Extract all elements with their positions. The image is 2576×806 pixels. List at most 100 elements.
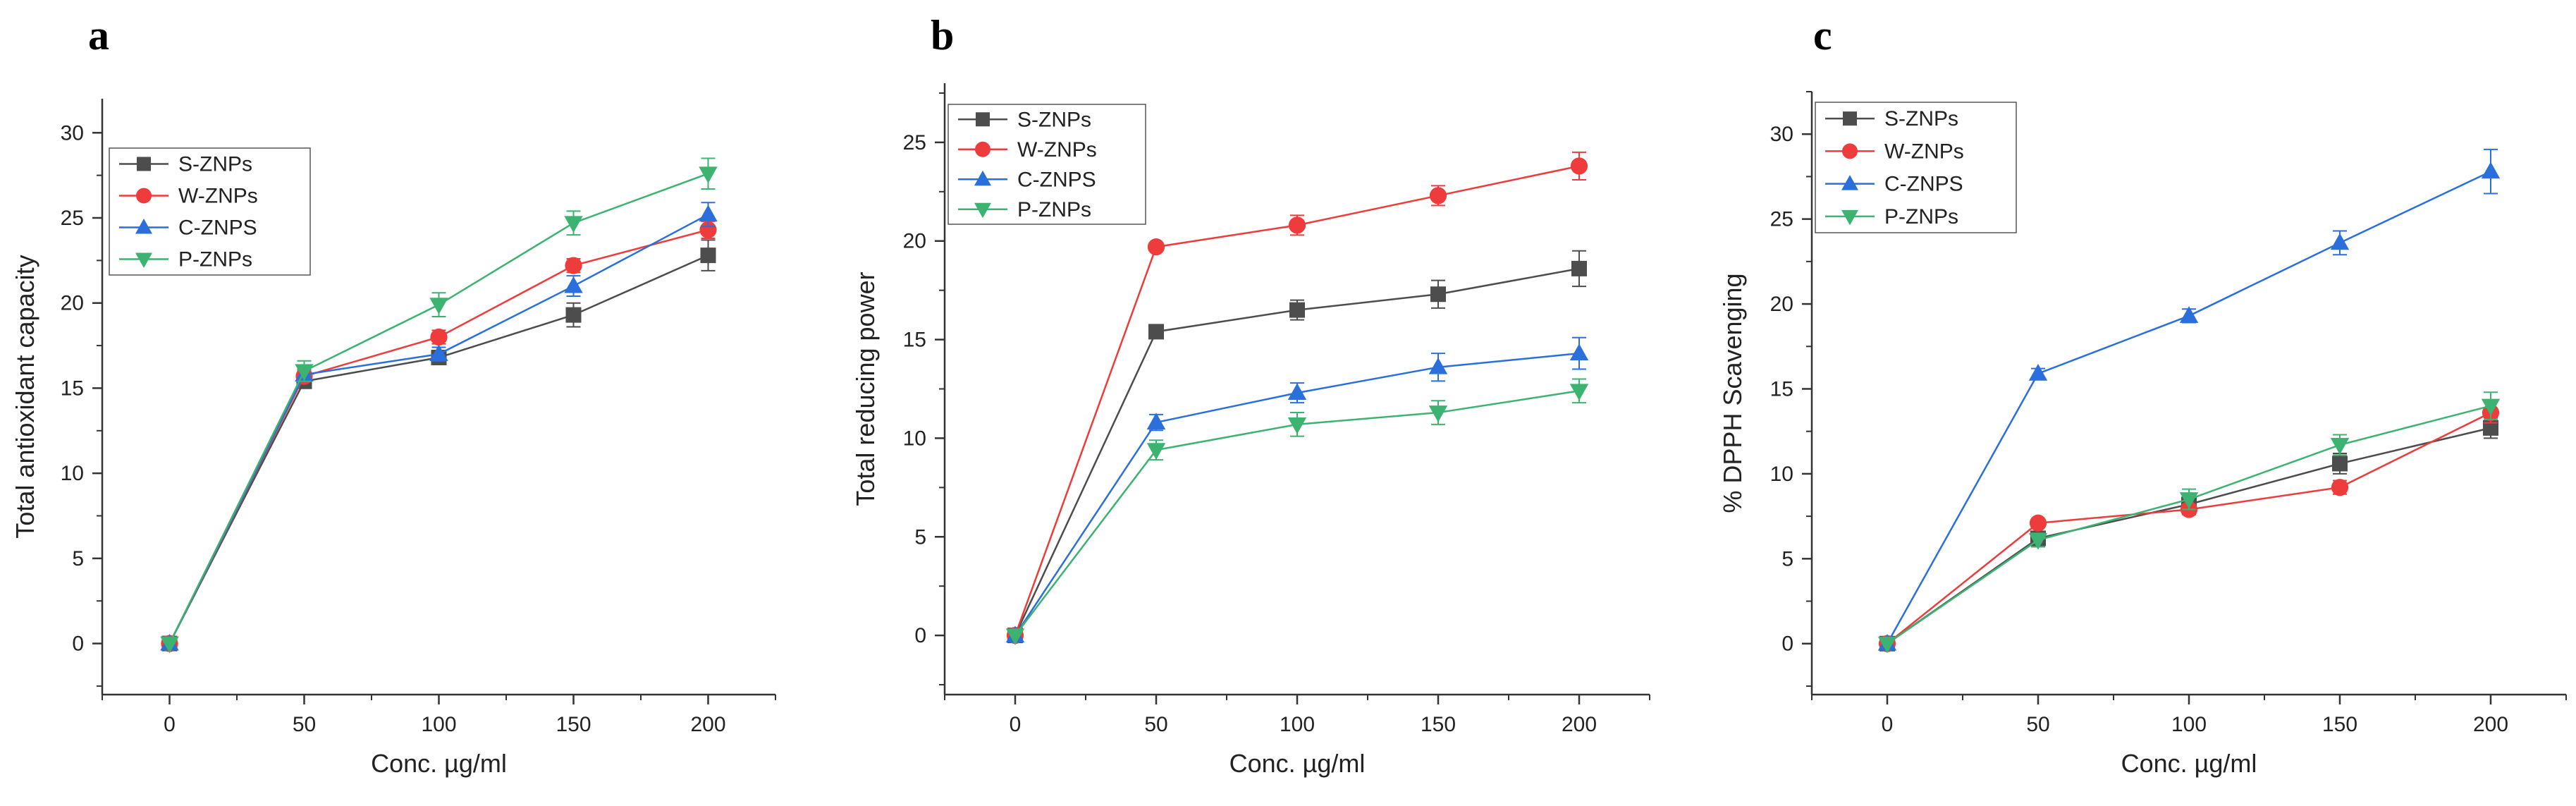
- legend-label: C-ZNPS: [1884, 173, 1963, 196]
- series-C-ZNPS: [1005, 336, 1589, 642]
- data-point: [565, 257, 582, 274]
- data-point: [2029, 514, 2047, 532]
- data-point: [1569, 384, 1589, 401]
- data-point: [2330, 438, 2350, 455]
- legend-marker: [974, 170, 991, 186]
- y-tick-label: 30: [61, 121, 84, 145]
- x-tick-label: 100: [421, 713, 456, 736]
- y-tick-label: 25: [61, 207, 84, 230]
- data-point: [1428, 405, 1448, 422]
- data-point: [1005, 628, 1025, 645]
- data-point: [699, 204, 718, 222]
- chart-panel-a: a 0 50 100 150 200 0 5 10 15 20 25 30 Conc. µg/ml Tota…: [11, 12, 776, 778]
- data-point: [1877, 636, 1897, 654]
- data-point: [1570, 157, 1588, 175]
- chart-panel-c: c 0 50 100 150 200 0 5 10 15 20 25 30 Conc. µg/ml % DP…: [1718, 12, 2567, 778]
- x-tick-label: 200: [2473, 713, 2508, 736]
- y-tick-label: 25: [1770, 208, 1793, 231]
- y-tick-label: 15: [1770, 377, 1793, 401]
- series-line: [1887, 412, 2491, 645]
- y-axis-title: % DPPH Scavenging: [1718, 273, 1747, 513]
- data-point: [1289, 302, 1305, 318]
- x-tick-label: 0: [1882, 713, 1894, 736]
- panel-letter: c: [1813, 12, 1832, 59]
- y-tick-label: 5: [1781, 547, 1793, 570]
- x-tick-label: 150: [556, 713, 591, 736]
- series-C-ZNPS: [1877, 148, 2501, 651]
- data-point: [699, 221, 717, 238]
- series-P-ZNPs: [1005, 378, 1589, 645]
- data-point: [1429, 187, 1447, 204]
- data-point: [1571, 260, 1587, 276]
- y-tick-label: 25: [903, 131, 926, 154]
- y-axis-title: Total reducing power: [851, 271, 880, 506]
- x-axis-title: Conc. µg/ml: [2121, 749, 2257, 778]
- data-point: [2483, 420, 2498, 436]
- data-point: [564, 216, 583, 233]
- y-axis-title: Total antioxidant capacity: [11, 255, 39, 538]
- data-point: [2028, 364, 2048, 381]
- data-point: [1146, 443, 1166, 460]
- y-tick-label: 0: [1781, 633, 1793, 656]
- x-tick-label: 0: [164, 713, 176, 736]
- legend-label: C-ZNPS: [1017, 168, 1096, 191]
- series-W-ZNPs: [1878, 401, 2500, 652]
- y-tick-label: 0: [72, 633, 84, 656]
- legend-marker: [1843, 111, 1857, 126]
- legend-label: C-ZNPS: [178, 216, 257, 240]
- panel-letter: b: [931, 12, 954, 59]
- legend-label: P-ZNPs: [1017, 198, 1091, 221]
- x-tick-label: 150: [2322, 713, 2357, 736]
- data-point: [2481, 161, 2501, 179]
- y-tick-label: 0: [914, 624, 926, 647]
- data-point: [564, 276, 583, 293]
- x-tick-label: 50: [293, 713, 316, 736]
- legend-label: S-ZNPs: [1884, 107, 1958, 130]
- y-tick-label: 10: [61, 462, 84, 485]
- data-point: [2330, 233, 2350, 250]
- data-point: [1146, 413, 1166, 429]
- y-tick-label: 10: [1770, 463, 1793, 486]
- series-S-ZNPs: [1879, 417, 2498, 652]
- x-axis-title: Conc. µg/ml: [371, 749, 507, 778]
- legend: S-ZNPs W-ZNPs C-ZNPS P-ZNPs: [1815, 102, 2017, 233]
- y-tick-label: 20: [1770, 293, 1793, 316]
- series-line: [1014, 267, 1580, 636]
- data-point: [2331, 479, 2349, 496]
- series-line: [1887, 427, 2491, 645]
- legend-label: W-ZNPs: [1017, 138, 1097, 161]
- x-tick-label: 100: [2171, 713, 2207, 736]
- data-point: [2179, 492, 2199, 509]
- y-tick-label: 5: [914, 525, 926, 549]
- x-tick-label: 200: [690, 713, 725, 736]
- legend-marker: [974, 202, 991, 219]
- series-line: [1887, 405, 2491, 645]
- legend-marker: [975, 141, 990, 157]
- x-tick-label: 50: [2026, 713, 2049, 736]
- x-tick-label: 200: [1562, 713, 1597, 736]
- data-point: [2481, 398, 2501, 416]
- series-line: [1886, 171, 2491, 645]
- data-point: [1148, 324, 1164, 340]
- data-point: [565, 307, 582, 323]
- y-tick-label: 15: [61, 377, 84, 400]
- data-point: [430, 328, 448, 346]
- data-point: [2179, 306, 2199, 323]
- series-S-ZNPs: [1007, 250, 1587, 644]
- data-point: [1569, 343, 1589, 361]
- y-tick-label: 30: [1770, 123, 1793, 146]
- legend-marker: [976, 112, 990, 127]
- legend-label: W-ZNPs: [1884, 140, 1964, 163]
- data-point: [699, 166, 718, 183]
- y-tick-label: 15: [903, 329, 926, 352]
- y-tick-label: 20: [61, 292, 84, 315]
- legend-marker: [1842, 143, 1858, 159]
- legend-marker: [136, 188, 152, 204]
- x-tick-label: 50: [1144, 713, 1167, 736]
- data-point: [1287, 383, 1307, 400]
- data-point: [1428, 357, 1448, 374]
- series-P-ZNPs: [1877, 391, 2501, 654]
- data-point: [2332, 456, 2348, 472]
- data-point: [1288, 216, 1306, 234]
- data-point: [160, 636, 179, 654]
